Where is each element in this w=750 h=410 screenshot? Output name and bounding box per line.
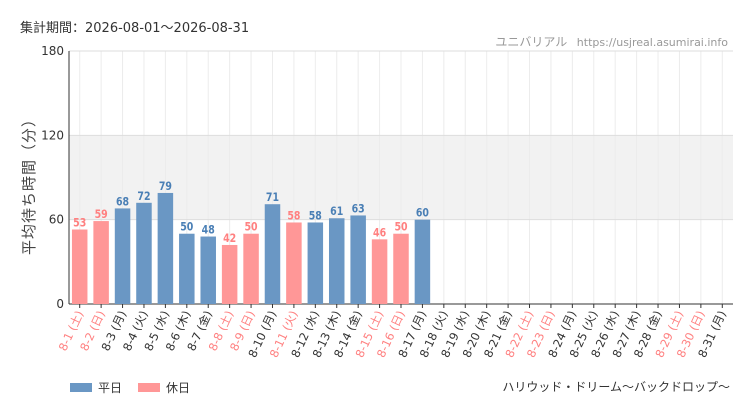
bar (414, 219, 431, 304)
brand-name: ユニバリアル (495, 35, 568, 49)
bar-value-label: 58 (309, 210, 322, 223)
bar (114, 208, 131, 304)
bar (371, 239, 388, 304)
bar (93, 221, 109, 304)
y-tick-label: 180 (41, 44, 64, 58)
bar-value-label: 50 (394, 221, 407, 234)
bar-value-label: 48 (202, 224, 215, 237)
y-tick-label: 60 (49, 213, 64, 227)
legend-label-holiday: 休日 (166, 381, 191, 395)
legend-item-holiday: 休日 (138, 379, 190, 396)
period-label: 集計期間：2026-08-01〜2026-08-31 (20, 21, 250, 36)
bar-value-label: 50 (180, 221, 193, 234)
bar (200, 236, 216, 304)
site-credit: ユニバリアル https://usjreal.asumirai.info (495, 33, 728, 50)
bar-value-label: 53 (73, 217, 86, 230)
legend-swatch-weekday (70, 383, 92, 392)
bar (264, 204, 281, 304)
bar (136, 202, 152, 304)
bar-value-label: 58 (287, 210, 300, 223)
bar (328, 218, 345, 304)
y-tick-label: 120 (41, 128, 64, 142)
bar (286, 222, 302, 304)
bar (350, 215, 366, 304)
attraction-name: ハリウッド・ドリーム〜バックドロップ〜 (502, 380, 730, 394)
bar (307, 222, 324, 304)
site-url: https://usjreal.asumirai.info (576, 36, 728, 49)
bar (179, 233, 195, 304)
bar (71, 229, 88, 304)
legend-swatch-holiday (138, 383, 161, 392)
bar-value-label: 68 (116, 196, 129, 209)
bar-value-label: 72 (137, 190, 150, 203)
bar-value-label: 79 (159, 180, 172, 193)
bar-value-label: 60 (416, 207, 429, 220)
legend-label-weekday: 平日 (98, 381, 123, 395)
bar-value-label: 59 (95, 208, 108, 221)
bar-value-label: 63 (352, 203, 365, 216)
y-tick-label: 0 (56, 297, 64, 311)
bar-value-label: 71 (266, 191, 279, 204)
legend-item-weekday: 平日 (70, 379, 122, 396)
bar (243, 233, 259, 304)
legend: 平日 休日 (70, 379, 190, 396)
bar-value-label: 42 (223, 232, 236, 245)
bar-value-label: 50 (245, 221, 258, 234)
bar-value-label: 46 (373, 227, 386, 240)
bar (157, 192, 174, 304)
bar-value-label: 61 (330, 205, 343, 218)
bar (393, 233, 409, 304)
bar (221, 244, 238, 304)
